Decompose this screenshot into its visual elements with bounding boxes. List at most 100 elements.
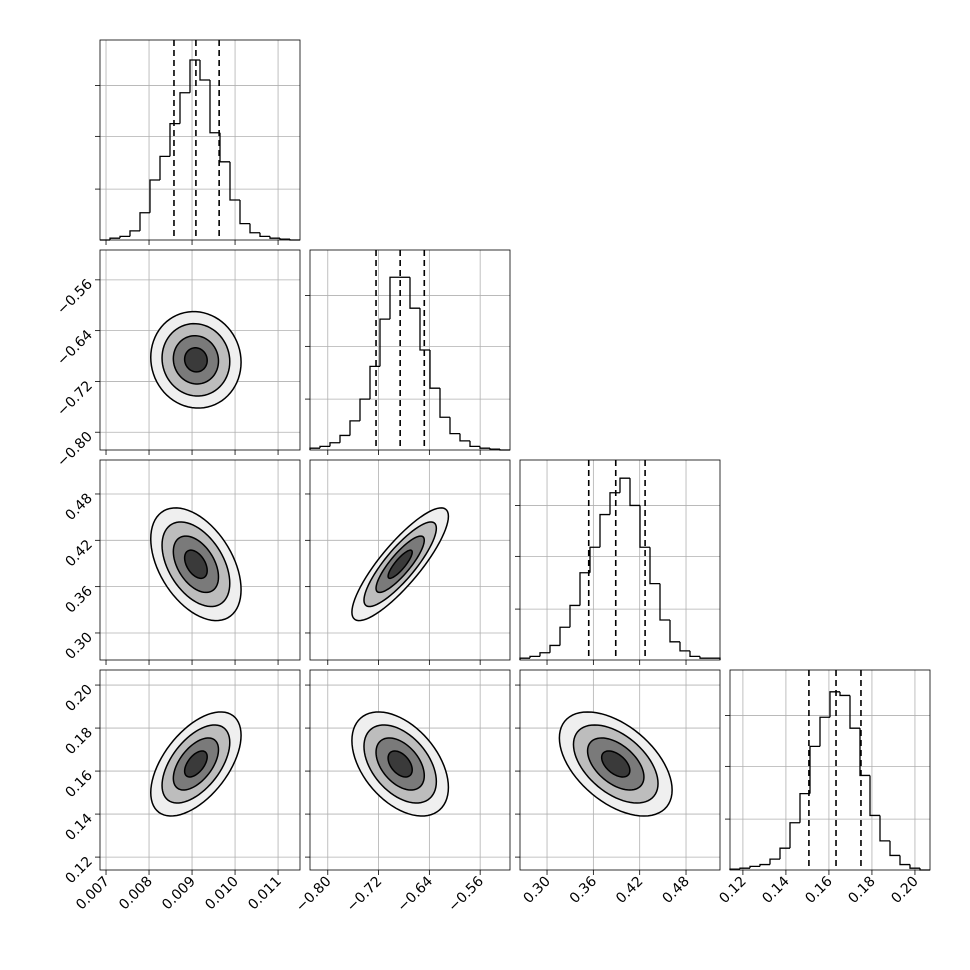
- contour: [183, 347, 208, 373]
- contour: [183, 750, 208, 778]
- histogram-bin: [589, 546, 600, 573]
- histogram-bin: [449, 417, 460, 435]
- histogram-bin: [199, 60, 210, 81]
- histogram-bin: [259, 232, 270, 238]
- histogram-bin: [239, 200, 250, 225]
- panel-frame: [519, 459, 721, 661]
- histogram-bin: [899, 855, 910, 866]
- x-tick-label: 0.20: [888, 874, 921, 907]
- histogram-bin: [379, 318, 390, 367]
- y-tick-label: 0.20: [62, 682, 95, 715]
- histogram-bin: [829, 691, 840, 718]
- histogram-bin: [169, 122, 180, 157]
- x-tick-label: 0.12: [716, 874, 749, 907]
- histogram-bin: [109, 237, 120, 240]
- histogram-bin: [339, 434, 350, 443]
- contour: [387, 549, 413, 580]
- histogram-bin: [779, 847, 790, 860]
- histogram-bin: [749, 865, 760, 869]
- x-tick-label: 0.009: [159, 874, 199, 914]
- histogram-bin: [479, 446, 490, 449]
- histogram-bin: [679, 641, 690, 652]
- y-tick-label: 0.14: [62, 811, 95, 844]
- panel-frame: [519, 669, 721, 871]
- histogram-bin: [539, 652, 550, 657]
- histogram-bin: [649, 547, 660, 585]
- histogram-bin: [769, 858, 780, 865]
- y-tick-label: 0.12: [62, 854, 95, 887]
- histogram-bin: [489, 448, 500, 450]
- x-tick-label: 0.14: [759, 873, 792, 906]
- histogram-bin: [359, 398, 370, 421]
- panel-frame: [99, 459, 301, 661]
- x-tick-label: −0.80: [293, 874, 335, 916]
- histogram-bin: [209, 80, 220, 134]
- x-tick-label: −0.64: [395, 873, 437, 915]
- histogram-bin: [659, 583, 670, 621]
- contour: [183, 549, 208, 580]
- histogram-bin: [849, 695, 860, 729]
- histogram-bin: [349, 420, 360, 436]
- x-tick-label: 0.36: [567, 873, 600, 906]
- x-tick-label: 0.18: [845, 874, 878, 907]
- y-tick-label: −0.80: [54, 429, 96, 471]
- histogram-bin: [389, 276, 400, 320]
- histogram-bin: [549, 644, 560, 653]
- y-tick-label: 0.16: [62, 768, 95, 801]
- histogram-bin: [699, 656, 710, 659]
- histogram-bin: [819, 716, 830, 747]
- y-tick-label: 0.30: [62, 629, 95, 662]
- x-tick-label: 0.010: [202, 874, 242, 914]
- histogram-bin: [279, 238, 290, 240]
- x-tick-label: 0.48: [659, 874, 692, 907]
- x-tick-label: −0.72: [344, 874, 386, 916]
- histogram-bin: [799, 792, 810, 823]
- histogram-bin: [839, 691, 850, 697]
- histogram-bin: [269, 236, 280, 239]
- histogram-bin: [119, 235, 130, 239]
- x-tick-label: 0.30: [520, 874, 553, 907]
- histogram-bin: [319, 445, 330, 449]
- y-tick-label: −0.56: [54, 276, 96, 318]
- histogram-bin: [669, 620, 680, 643]
- histogram-bin: [599, 513, 610, 548]
- histogram-bin: [879, 815, 890, 842]
- histogram-bin: [149, 179, 160, 213]
- x-tick-label: 0.011: [245, 874, 285, 914]
- histogram-bin: [739, 867, 750, 870]
- y-tick-label: 0.36: [62, 583, 95, 616]
- y-tick-label: 0.18: [62, 725, 95, 758]
- y-tick-label: 0.42: [62, 537, 95, 570]
- histogram-bin: [469, 440, 480, 448]
- histogram-bin: [459, 433, 470, 442]
- histogram-bin: [809, 745, 820, 794]
- histogram-bin: [569, 604, 580, 628]
- histogram-bin: [609, 492, 620, 515]
- histogram-bin: [329, 442, 340, 447]
- histogram-bin: [909, 864, 920, 869]
- x-tick-label: 0.008: [116, 874, 156, 914]
- x-tick-label: 0.42: [613, 874, 646, 907]
- histogram-bin: [419, 308, 430, 351]
- y-tick-label: −0.64: [54, 327, 96, 369]
- histogram-bin: [409, 277, 420, 309]
- panel-frame: [99, 669, 301, 871]
- histogram-bin: [189, 59, 200, 93]
- panel-frame: [309, 669, 511, 871]
- histogram-bin: [789, 822, 800, 849]
- histogram-bin: [439, 388, 450, 418]
- histogram-bin: [159, 155, 170, 180]
- histogram-bin: [179, 92, 190, 124]
- panel-frame: [309, 459, 511, 661]
- histogram-bin: [579, 572, 590, 606]
- x-tick-label: −0.56: [445, 873, 487, 915]
- x-tick-label: 0.16: [802, 873, 835, 906]
- histogram-bin: [529, 655, 540, 659]
- histogram-bin: [619, 477, 630, 493]
- histogram-bin: [689, 650, 700, 658]
- histogram-bin: [629, 478, 640, 507]
- histogram-bin: [129, 230, 140, 237]
- panel-frame: [309, 249, 511, 451]
- histogram-bin: [249, 223, 260, 234]
